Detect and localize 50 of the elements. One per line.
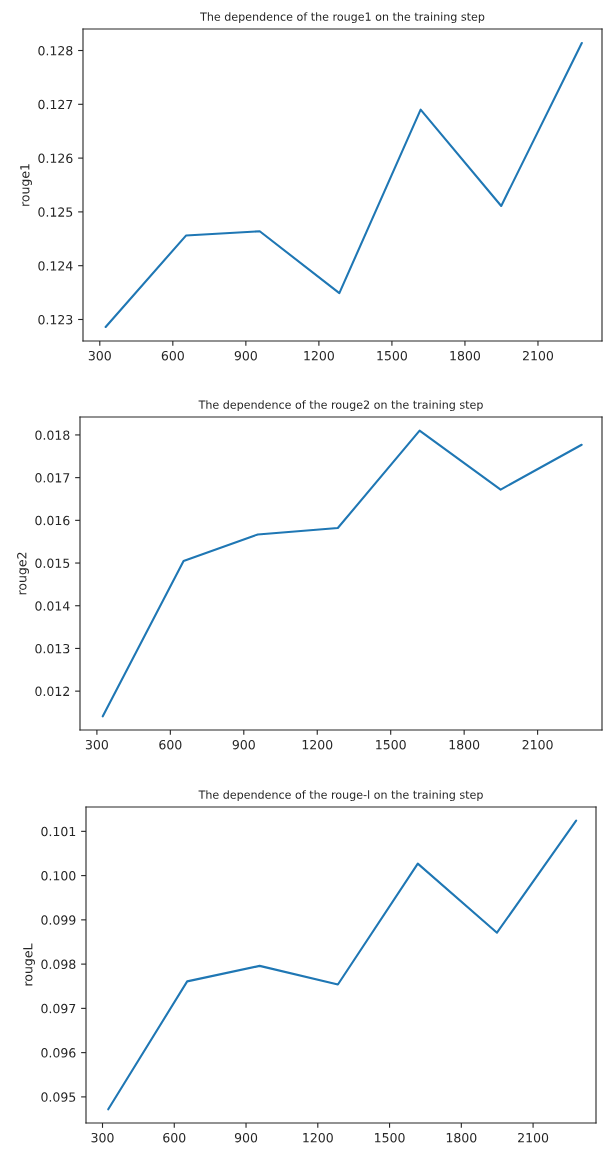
x-tick-label: 900	[234, 350, 257, 361]
y-axis-title: rougeL	[23, 943, 35, 986]
line-series	[101, 429, 583, 718]
y-tick-label: 0.014	[35, 601, 70, 611]
y-tick-label: 0.101	[41, 826, 76, 837]
y-tick-label: 0.015	[35, 558, 70, 568]
chart-title: The dependence of the rouge1 on the training step	[200, 12, 485, 23]
y-tick-label: 0.125	[38, 207, 73, 217]
y-tick-label: 0.013	[35, 643, 70, 654]
y-tick-label: 0.097	[41, 1003, 76, 1014]
x-tick-label: 1800	[446, 1132, 477, 1143]
y-tick-label: 0.012	[35, 686, 70, 697]
y-tick-label: 0.123	[38, 314, 73, 325]
y-tick-label: 0.096	[41, 1048, 76, 1058]
y-tick-label: 0.126	[38, 153, 73, 164]
y-tick-label: 0.016	[35, 515, 70, 526]
y-axis-title: rouge2	[17, 552, 29, 595]
x-tick-label: 1800	[450, 350, 481, 361]
x-tick-label: 2100	[522, 739, 553, 750]
y-tick-label: 0.124	[38, 261, 73, 271]
y-tick-label: 0.128	[38, 45, 73, 56]
x-tick-label: 300	[85, 739, 108, 750]
line-series	[104, 41, 583, 329]
x-tick-label: 1500	[376, 739, 406, 750]
y-tick-label: 0.098	[41, 959, 76, 970]
x-tick-label: 1200	[304, 350, 334, 361]
y-tick-label: 0.100	[41, 871, 76, 881]
y-tick-label: 0.127	[38, 99, 73, 110]
y-tick-label: 0.099	[41, 915, 76, 925]
x-tick-label: 300	[88, 350, 111, 361]
x-tick-label: 300	[91, 1132, 114, 1143]
chart-title: The dependence of the rouge2 on the training step	[198, 400, 483, 411]
x-tick-label: 1200	[302, 739, 333, 750]
chart-title: The dependence of the rouge-l on the training step	[198, 790, 483, 801]
x-tick-label: 1500	[377, 350, 407, 361]
x-tick-label: 600	[163, 1132, 186, 1143]
x-tick-label: 900	[232, 739, 255, 750]
x-tick-label: 1500	[375, 1132, 405, 1143]
x-tick-label: 600	[159, 739, 182, 750]
line-series	[107, 819, 578, 1111]
x-tick-label: 900	[234, 1132, 258, 1143]
x-tick-label: 600	[161, 350, 184, 361]
y-tick-label: 0.095	[41, 1092, 76, 1102]
y-tick-label: 0.017	[35, 473, 70, 483]
x-tick-label: 2100	[522, 350, 554, 361]
x-tick-label: 1800	[449, 739, 480, 750]
x-tick-label: 1200	[303, 1132, 333, 1143]
y-axis-title: rouge1	[20, 164, 32, 206]
x-tick-label: 2100	[518, 1132, 549, 1143]
y-tick-label: 0.018	[35, 430, 70, 440]
